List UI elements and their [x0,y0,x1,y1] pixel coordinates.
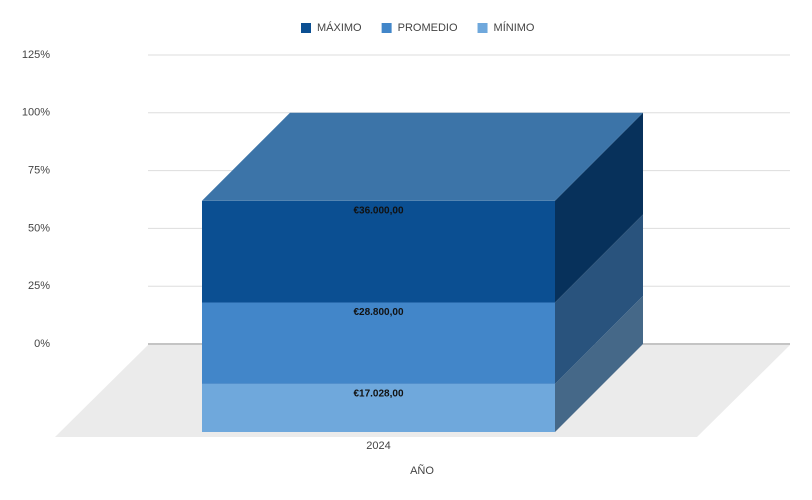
y-tick-label: 50% [28,222,50,234]
legend-label: MÍNIMO [494,21,535,34]
legend-swatch [381,23,392,33]
legend-swatch [301,23,311,33]
bar-front [202,302,555,384]
bar-side [555,295,643,432]
y-tick-label: 25% [28,280,50,292]
y-tick-label: 125% [22,49,50,61]
data-label: €28.800,00 [353,307,403,318]
y-tick-label: 0% [34,338,50,350]
data-label: €36.000,00 [353,205,403,216]
bar-front [202,200,555,303]
legend-label: PROMEDIO [398,22,458,34]
data-label: €17.028,00 [353,389,403,400]
y-tick-label: 100% [22,107,50,119]
bar-top [202,112,643,201]
bar-side [555,112,643,303]
legend-swatch [477,23,488,33]
y-tick-label: 75% [28,165,50,177]
legend-label: MÁXIMO [317,21,362,34]
bar-side [555,214,643,384]
bar-front [202,383,555,432]
x-tick-label: 2024 [366,440,390,452]
x-axis-title: AÑO [410,464,434,477]
